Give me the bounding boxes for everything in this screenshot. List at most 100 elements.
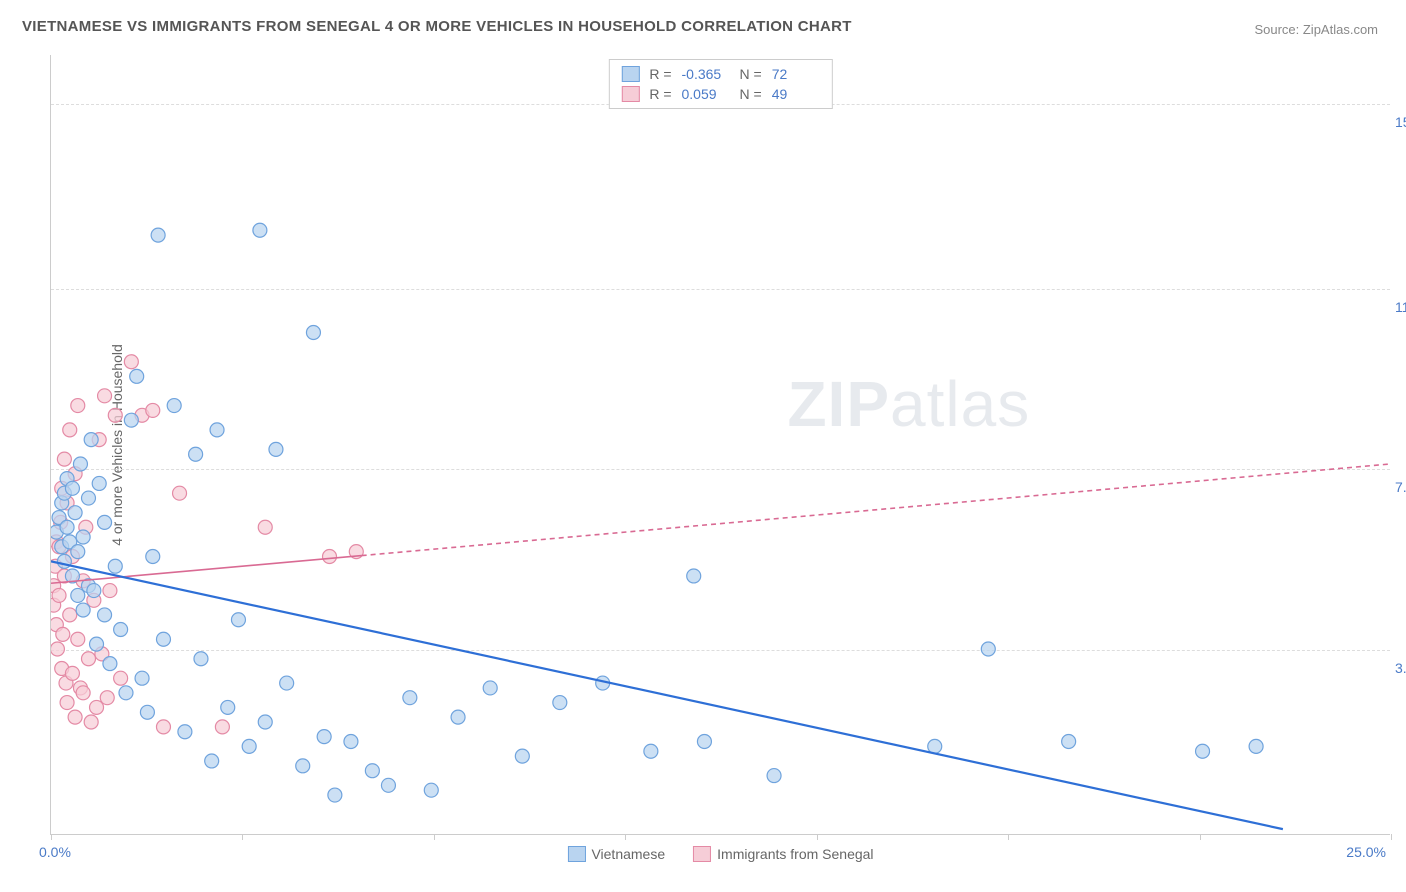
scatter-point (317, 730, 331, 744)
scatter-point (81, 491, 95, 505)
scatter-point (84, 433, 98, 447)
scatter-point (63, 608, 77, 622)
n-label: N = (740, 86, 762, 102)
scatter-point (60, 472, 74, 486)
scatter-point (156, 720, 170, 734)
scatter-point (344, 735, 358, 749)
n-value-senegal: 49 (772, 86, 820, 102)
scatter-point (215, 720, 229, 734)
correlation-legend: R = -0.365 N = 72 R = 0.059 N = 49 (608, 59, 832, 109)
scatter-point (451, 710, 465, 724)
scatter-point (114, 671, 128, 685)
gridline (51, 289, 1390, 290)
scatter-point (57, 486, 71, 500)
source-attribution: Source: ZipAtlas.com (1254, 22, 1378, 37)
x-tick-mark (242, 834, 243, 840)
scatter-point (124, 355, 138, 369)
scatter-point (55, 540, 69, 554)
watermark-suffix: atlas (890, 368, 1030, 440)
r-label: R = (649, 86, 671, 102)
r-label: R = (649, 66, 671, 82)
scatter-point (687, 569, 701, 583)
swatch-senegal (621, 86, 639, 102)
scatter-point (146, 549, 160, 563)
scatter-point (71, 399, 85, 413)
scatter-point (52, 540, 66, 554)
scatter-point (349, 545, 363, 559)
scatter-point (71, 588, 85, 602)
scatter-point (65, 569, 79, 583)
scatter-point (146, 403, 160, 417)
scatter-point (173, 486, 187, 500)
scatter-point (51, 535, 63, 549)
scatter-point (205, 754, 219, 768)
scatter-point (55, 496, 69, 510)
scatter-point (124, 413, 138, 427)
scatter-point (98, 608, 112, 622)
scatter-point (269, 442, 283, 456)
scatter-point (1196, 744, 1210, 758)
scatter-point (87, 593, 101, 607)
x-tick-mark (1200, 834, 1201, 840)
watermark-brand: ZIP (787, 368, 890, 440)
scatter-point (596, 676, 610, 690)
r-value-vietnamese: -0.365 (682, 66, 730, 82)
scatter-point (194, 652, 208, 666)
scatter-point (424, 783, 438, 797)
gridline (51, 650, 1390, 651)
scatter-point (253, 223, 267, 237)
scatter-point (51, 525, 63, 539)
scatter-point (63, 535, 77, 549)
scatter-point (403, 691, 417, 705)
scatter-point (76, 530, 90, 544)
scatter-point (108, 559, 122, 573)
scatter-point (51, 598, 61, 612)
legend-item-senegal: Immigrants from Senegal (693, 846, 873, 862)
scatter-point (68, 506, 82, 520)
scatter-point (258, 520, 272, 534)
scatter-point (483, 681, 497, 695)
scatter-point (52, 588, 66, 602)
scatter-point (103, 584, 117, 598)
scatter-point (81, 652, 95, 666)
legend-row-senegal: R = 0.059 N = 49 (621, 84, 819, 104)
gridline (51, 469, 1390, 470)
scatter-point (296, 759, 310, 773)
scatter-point (71, 632, 85, 646)
scatter-point (65, 549, 79, 563)
scatter-point (1062, 735, 1076, 749)
chart-title: VIETNAMESE VS IMMIGRANTS FROM SENEGAL 4 … (22, 18, 852, 35)
scatter-point (57, 569, 71, 583)
n-value-vietnamese: 72 (772, 66, 820, 82)
y-tick-label: 7.5% (1395, 479, 1406, 495)
scatter-point (76, 686, 90, 700)
scatter-point (323, 549, 337, 563)
scatter-point (54, 515, 68, 529)
y-tick-label: 11.2% (1395, 299, 1406, 315)
x-tick-mark (817, 834, 818, 840)
scatter-point (553, 696, 567, 710)
y-tick-label: 3.8% (1395, 660, 1406, 676)
scatter-point (328, 788, 342, 802)
scatter-point (60, 520, 74, 534)
scatter-point (928, 739, 942, 753)
scatter-point (55, 481, 69, 495)
scatter-point (65, 481, 79, 495)
x-tick-mark (1391, 834, 1392, 840)
scatter-point (60, 496, 74, 510)
scatter-point (79, 520, 93, 534)
trend-line (362, 464, 1390, 556)
scatter-point (515, 749, 529, 763)
x-tick-mark (625, 834, 626, 840)
scatter-point (73, 681, 87, 695)
scatter-point (280, 676, 294, 690)
swatch-senegal-icon (693, 846, 711, 862)
series-legend: Vietnamese Immigrants from Senegal (567, 846, 873, 862)
scatter-point (57, 554, 71, 568)
scatter-point (156, 632, 170, 646)
scatter-point (151, 228, 165, 242)
scatter-point (306, 326, 320, 340)
scatter-point (55, 661, 69, 675)
swatch-vietnamese (621, 66, 639, 82)
legend-item-vietnamese: Vietnamese (567, 846, 665, 862)
